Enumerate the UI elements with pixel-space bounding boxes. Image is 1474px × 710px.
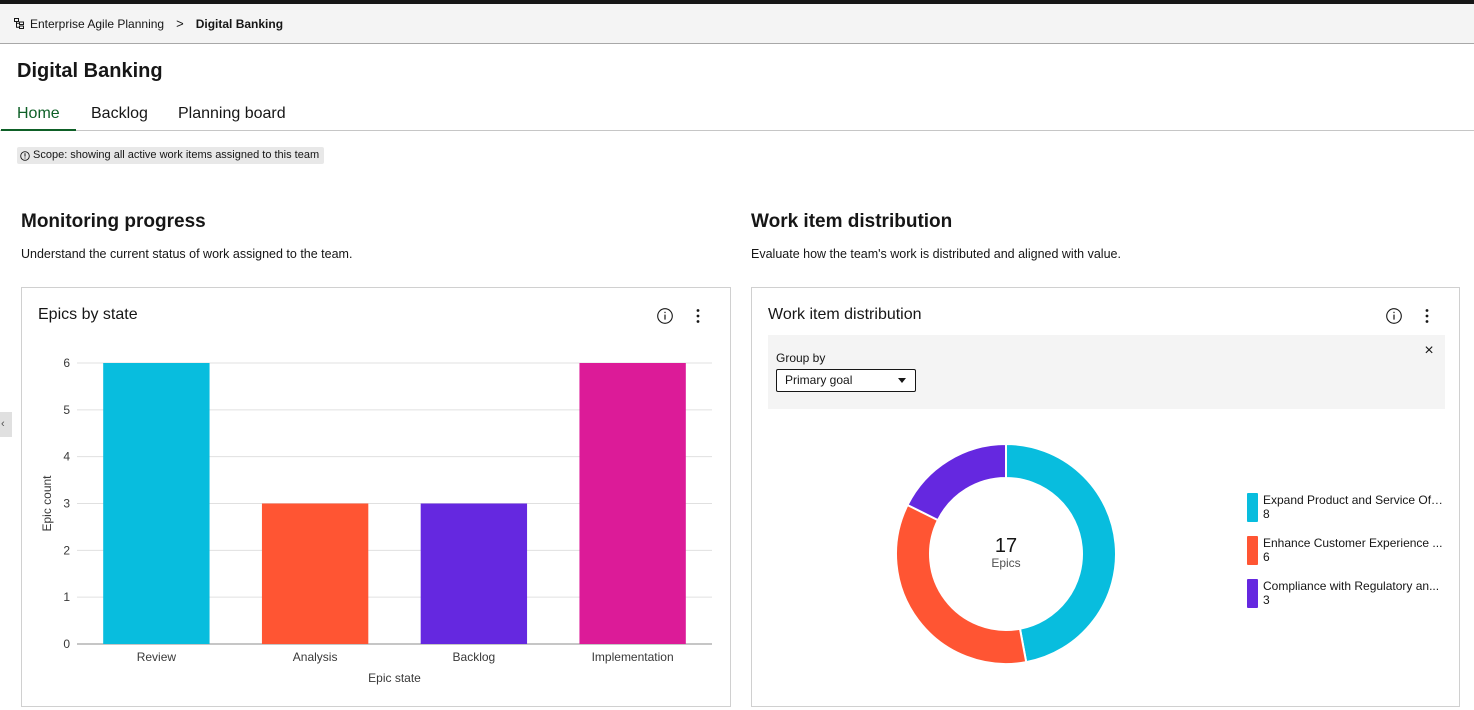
legend-item[interactable]: Enhance Customer Experience ... 6 bbox=[1247, 536, 1447, 579]
donut-legend: Expand Product and Service Off... 8 Enha… bbox=[1247, 493, 1447, 622]
y-tick-label: 6 bbox=[63, 356, 70, 370]
y-tick-label: 0 bbox=[63, 637, 70, 651]
legend-value: 6 bbox=[1263, 550, 1270, 564]
y-tick-label: 4 bbox=[63, 450, 70, 464]
tab-backlog[interactable]: Backlog bbox=[91, 105, 148, 122]
x-tick-label: Analysis bbox=[293, 650, 338, 664]
info-icon bbox=[20, 150, 30, 161]
card-title: Epics by state bbox=[38, 306, 138, 323]
bar[interactable] bbox=[420, 503, 528, 645]
group-by-dropdown[interactable]: Primary goal bbox=[776, 369, 916, 392]
donut-slice[interactable] bbox=[895, 503, 1028, 665]
group-by-selected-value: Primary goal bbox=[785, 373, 853, 387]
bar[interactable] bbox=[103, 363, 210, 644]
y-tick-label: 5 bbox=[63, 403, 70, 417]
tab-bar: Home Backlog Planning board bbox=[0, 96, 1474, 131]
tab-home[interactable]: Home bbox=[1, 96, 76, 131]
group-by-panel: Group by Primary goal × bbox=[768, 335, 1445, 409]
overflow-menu-icon[interactable] bbox=[1418, 307, 1436, 325]
legend-value: 8 bbox=[1263, 507, 1270, 521]
overflow-menu-icon[interactable] bbox=[689, 307, 707, 325]
bar[interactable] bbox=[579, 363, 686, 644]
x-tick-label: Implementation bbox=[592, 650, 674, 664]
legend-item[interactable]: Expand Product and Service Off... 8 bbox=[1247, 493, 1447, 536]
top-strip bbox=[0, 0, 1474, 4]
scope-tag: Scope: showing all active work items ass… bbox=[17, 147, 325, 164]
donut-total-label: Epics bbox=[991, 556, 1020, 570]
info-icon[interactable] bbox=[656, 307, 674, 325]
legend-value: 3 bbox=[1263, 593, 1270, 607]
hierarchy-icon bbox=[14, 18, 24, 29]
card-title: Work item distribution bbox=[768, 306, 922, 323]
legend-label: Enhance Customer Experience ... bbox=[1263, 536, 1443, 550]
chevron-left-icon: ‹ bbox=[1, 418, 5, 430]
x-tick-label: Review bbox=[137, 650, 177, 664]
y-axis-label: Epic count bbox=[40, 475, 54, 532]
donut-slice[interactable] bbox=[1005, 442, 1117, 664]
epics-bar-chart: 0 1 2 3 4 5 6 Review Analysis Backlog Implementati… bbox=[40, 356, 712, 685]
distribution-section-title: Work item distribution bbox=[751, 211, 953, 232]
legend-swatch bbox=[1247, 536, 1258, 565]
page-title: Digital Banking bbox=[17, 60, 163, 82]
bar[interactable] bbox=[261, 503, 369, 645]
monitoring-section-description: Understand the current status of work as… bbox=[21, 247, 353, 261]
breadcrumb-current: Digital Banking bbox=[195, 16, 284, 31]
epics-by-state-card: Epics by state 0 1 2 3 4 5 6 Review Analysis Back… bbox=[21, 287, 731, 707]
legend-item[interactable]: Compliance with Regulatory an... 3 bbox=[1247, 579, 1447, 622]
tab-planning-board[interactable]: Planning board bbox=[178, 105, 286, 122]
y-tick-label: 2 bbox=[63, 543, 70, 557]
info-icon[interactable] bbox=[1385, 307, 1403, 325]
legend-label: Expand Product and Service Off... bbox=[1263, 493, 1443, 507]
legend-swatch bbox=[1247, 493, 1258, 522]
legend-label: Compliance with Regulatory an... bbox=[1263, 579, 1440, 593]
scope-text: Scope: showing all active work items ass… bbox=[33, 149, 320, 161]
group-by-label: Group by bbox=[776, 351, 826, 365]
distribution-section-description: Evaluate how the team's work is distribu… bbox=[751, 247, 1121, 261]
y-tick-label: 3 bbox=[63, 497, 70, 511]
close-icon[interactable]: × bbox=[1424, 342, 1434, 359]
collapse-handle[interactable]: ‹ bbox=[0, 412, 12, 437]
caret-down-icon bbox=[898, 378, 906, 383]
monitoring-section-title: Monitoring progress bbox=[21, 211, 206, 232]
breadcrumb-parent-link[interactable]: Enterprise Agile Planning bbox=[30, 16, 165, 31]
x-axis-label: Epic state bbox=[368, 671, 421, 685]
legend-swatch bbox=[1247, 579, 1258, 608]
x-tick-label: Backlog bbox=[453, 650, 496, 664]
y-tick-label: 1 bbox=[63, 590, 70, 604]
work-item-distribution-card: Work item distribution Group by Primary … bbox=[751, 287, 1460, 707]
breadcrumb: Enterprise Agile Planning > Digital Bank… bbox=[0, 4, 1474, 44]
breadcrumb-separator: > bbox=[176, 16, 184, 31]
donut-slice[interactable] bbox=[906, 442, 1007, 522]
donut-total: 17 bbox=[995, 535, 1017, 557]
